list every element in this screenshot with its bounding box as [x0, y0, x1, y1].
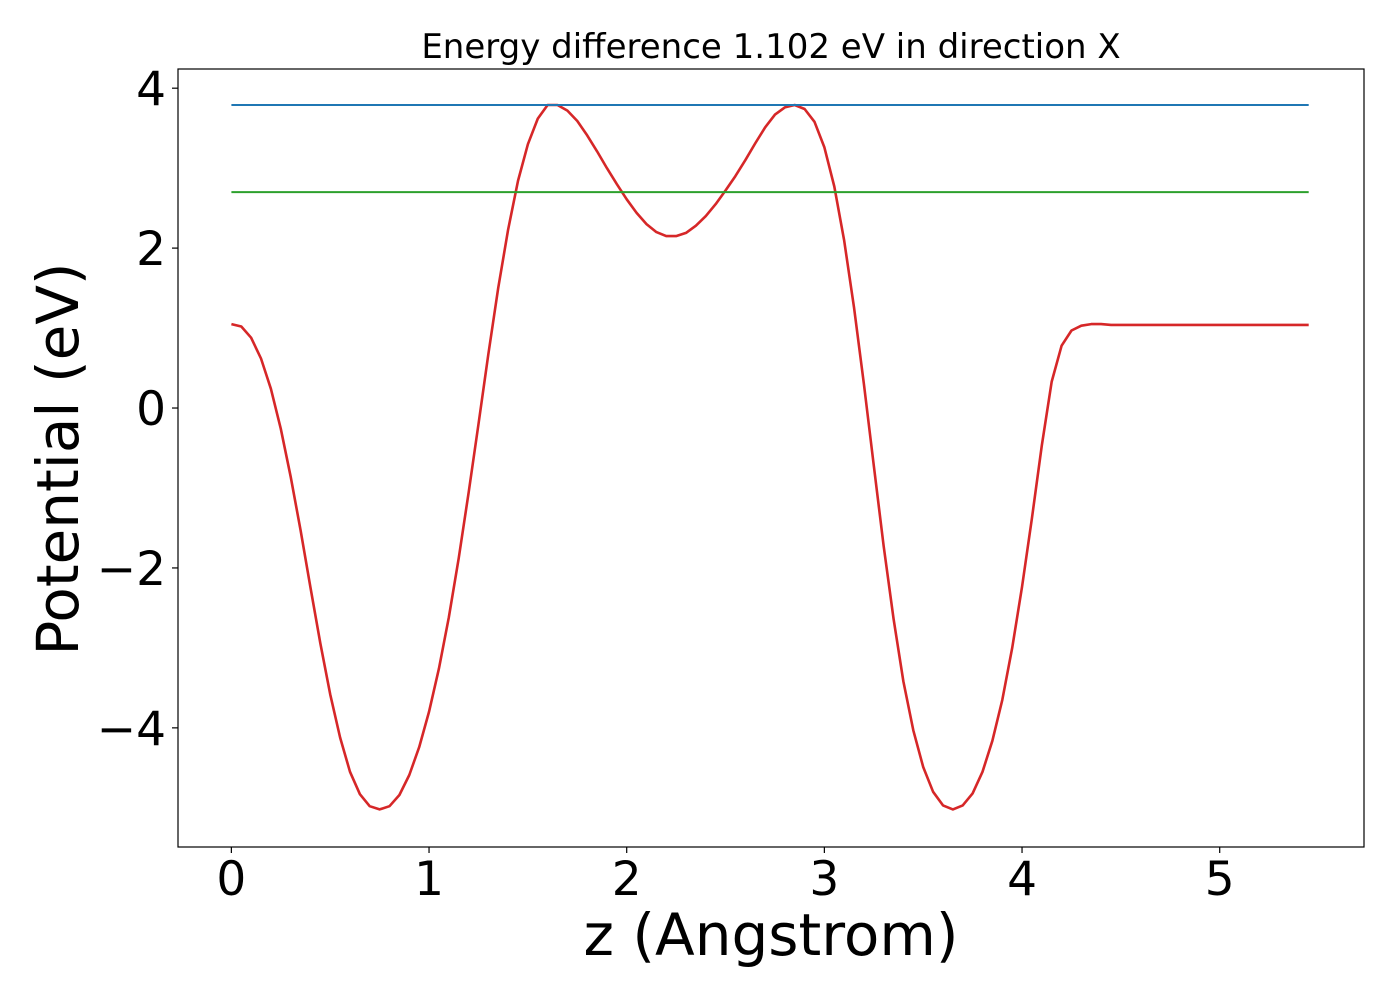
- y-tick-label: 2: [136, 222, 166, 277]
- series-layer: [231, 103, 1309, 811]
- x-axis-ticks: 0 1 2 3 4 5: [216, 847, 1235, 907]
- y-tick-label: 4: [136, 62, 166, 117]
- chart-title: Energy difference 1.102 eV in direction …: [421, 27, 1120, 67]
- x-tick-label: 5: [1205, 852, 1235, 907]
- y-tick-label: −2: [97, 542, 166, 597]
- series-line-0: [231, 103, 1309, 811]
- x-tick-label: 1: [414, 852, 444, 907]
- x-tick-label: 2: [612, 852, 642, 907]
- y-tick-label: −4: [97, 702, 166, 757]
- x-tick-label: 0: [216, 852, 246, 907]
- y-axis-ticks: −4 −2 0 2 4: [97, 62, 178, 757]
- x-tick-label: 3: [809, 852, 839, 907]
- x-axis-label: z (Angstrom): [584, 901, 959, 969]
- y-tick-label: 0: [136, 382, 166, 437]
- x-tick-label: 4: [1007, 852, 1037, 907]
- plot-area: [177, 68, 1365, 848]
- y-axis-label: Potential (eV): [24, 262, 92, 655]
